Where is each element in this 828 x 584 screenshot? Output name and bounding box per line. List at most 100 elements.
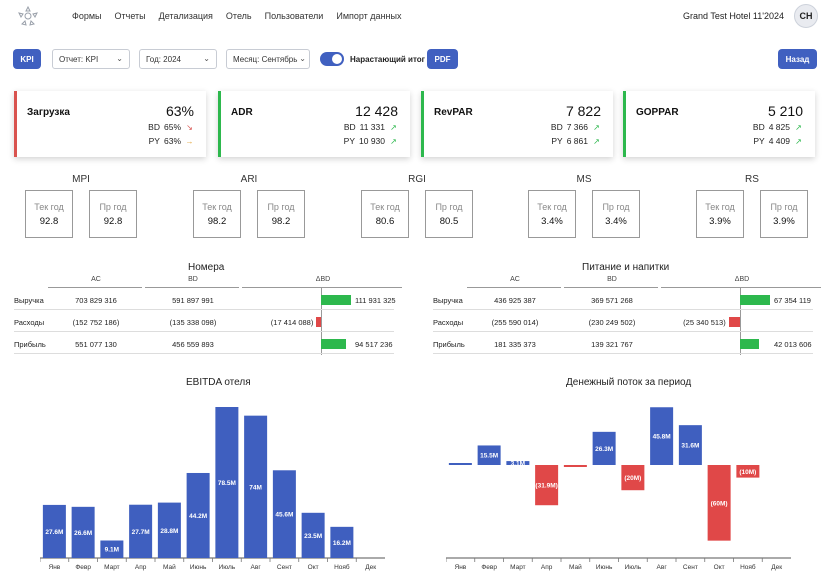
bar-data-label: 27.7M: [132, 529, 150, 536]
report-select[interactable]: Отчет: KPI ⌄: [52, 49, 130, 69]
x-tick-label: Июнь: [596, 564, 613, 571]
year-select[interactable]: Год: 2024 ⌄: [139, 49, 217, 69]
kpi-bd-value: 4 825: [768, 122, 790, 132]
x-tick-label: Дек: [365, 564, 376, 571]
ac-cell: 181 335 373: [494, 340, 536, 349]
ebitda-chart: Янв 27.6M Февр 26.6M Март 9.1M Апр 27.7M Май 28.8…: [40, 407, 385, 571]
cashflow-chart: Янв Февр 15.5M Март 3.1M Апр (31.9M) Май Июнь 26.…: [446, 407, 791, 571]
ac-cell: 436 925 387: [494, 296, 536, 305]
header-divider: [48, 287, 142, 288]
index-prev-value: 92.8: [103, 216, 123, 227]
kpi-bd-label: BD: [343, 122, 356, 132]
bd-cell: (135 338 098): [169, 318, 217, 327]
bar[interactable]: [707, 465, 731, 541]
index-cur-label: Тек год: [370, 202, 400, 212]
ebitda-chart-title: EBITDA отеля: [186, 377, 251, 388]
kpi-py-row: PY 4 409 ↗: [753, 136, 803, 146]
delta-value: (17 414 088): [270, 318, 314, 327]
kpi-card[interactable]: GOPPAR 5 210 BD 4 825 ↗ PY 4 409 ↗: [623, 91, 815, 157]
kpi-bd-row: BD 65% ↘: [148, 122, 194, 132]
index-cur-box: Тек год 3.4%: [528, 190, 576, 238]
positive-delta-bar: [740, 295, 770, 305]
back-button[interactable]: Назад: [778, 49, 817, 69]
bd-cell: 591 897 991: [172, 296, 214, 305]
bar[interactable]: [621, 465, 645, 491]
bar[interactable]: [157, 502, 181, 558]
hotel-name[interactable]: Grand Test Hotel 11'2024: [683, 11, 784, 21]
bar[interactable]: [678, 425, 702, 465]
ac-cell: (255 590 014): [491, 318, 539, 327]
nav-item-reports[interactable]: Отчеты: [114, 11, 146, 21]
bar[interactable]: [448, 463, 472, 465]
trend-arrow-icon: ↗: [795, 136, 802, 146]
positive-delta-bar: [740, 339, 759, 349]
x-tick-label: Авг: [657, 564, 668, 571]
x-tick-label: Февр: [75, 564, 91, 571]
x-tick-label: Февр: [481, 564, 497, 571]
x-tick-label: Июль: [219, 564, 236, 571]
kpi-button[interactable]: KPI: [13, 49, 41, 69]
kpi-py-row: PY 63% →: [149, 136, 194, 146]
pdf-button[interactable]: PDF: [427, 49, 458, 69]
month-select-value: Месяц: Сентябрь: [233, 54, 298, 64]
positive-delta-bar: [321, 339, 347, 349]
chevron-down-icon: ⌄: [203, 54, 210, 63]
column-header: BD: [607, 276, 617, 283]
kpi-card[interactable]: RevPAR 7 822 BD 7 366 ↗ PY 6 861 ↗: [421, 91, 613, 157]
nav-item-hotel[interactable]: Отель: [225, 11, 252, 21]
trend-arrow-icon: ↗: [593, 122, 600, 132]
positive-delta-bar: [321, 295, 351, 305]
kpi-bd-label: BD: [148, 122, 160, 132]
bar[interactable]: [186, 472, 210, 558]
bar[interactable]: [301, 512, 325, 558]
kpi-card[interactable]: ADR 12 428 BD 11 331 ↗ PY 10 930 ↗: [218, 91, 410, 157]
ac-cell: 703 829 316: [75, 296, 117, 305]
bar[interactable]: [100, 540, 124, 558]
bar-data-label: 45.8M: [653, 434, 671, 441]
index-prev-label: Пр год: [435, 202, 463, 212]
month-select[interactable]: Месяц: Сентябрь ⌄: [226, 49, 310, 69]
row-divider: [433, 353, 813, 354]
user-avatar[interactable]: CH: [794, 4, 818, 28]
x-tick-label: Авг: [251, 564, 262, 571]
bar-data-label: (20M): [624, 475, 641, 482]
bar[interactable]: [535, 465, 559, 506]
bar[interactable]: [506, 461, 530, 465]
bar[interactable]: [650, 407, 674, 465]
index-cur-label: Тек год: [34, 202, 64, 212]
index-prev-label: Пр год: [602, 202, 630, 212]
kpi-bd-row: BD 11 331 ↗: [344, 122, 398, 132]
bar[interactable]: [71, 506, 95, 558]
main-menu: Формы Отчеты Детализация Отель Пользоват…: [72, 11, 401, 21]
bar[interactable]: [330, 526, 354, 558]
nav-item-forms[interactable]: Формы: [72, 11, 102, 21]
index-cur-box: Тек год 3.9%: [696, 190, 744, 238]
bar[interactable]: [592, 431, 616, 465]
bar[interactable]: [563, 465, 587, 467]
kpi-py-label: PY: [148, 136, 160, 146]
bar[interactable]: [42, 504, 66, 558]
bar[interactable]: [129, 504, 153, 558]
header-divider: [242, 287, 402, 288]
index-cur-value: 98.2: [207, 216, 227, 227]
kpi-card[interactable]: Загрузка 63% BD 65% ↘ PY 63% →: [14, 91, 206, 157]
hotel-logo-icon[interactable]: [16, 5, 40, 27]
x-tick-label: Нояб: [334, 563, 350, 571]
nav-item-details[interactable]: Детализация: [158, 11, 213, 21]
bar-data-label: 78.5M: [218, 480, 236, 487]
index-prev-box: Пр год 98.2: [257, 190, 305, 238]
index-prev-value: 98.2: [271, 216, 291, 227]
bar[interactable]: [215, 407, 239, 558]
row-label: Выручка: [14, 296, 44, 305]
row-label: Выручка: [433, 296, 463, 305]
nav-item-users[interactable]: Пользователи: [264, 11, 324, 21]
ac-cell: (152 752 186): [72, 318, 120, 327]
bar[interactable]: [244, 415, 268, 558]
nav-item-import[interactable]: Импорт данных: [336, 11, 402, 21]
index-prev-label: Пр год: [99, 202, 127, 212]
header-divider: [467, 287, 561, 288]
bar[interactable]: [477, 445, 501, 465]
cumulative-toggle[interactable]: [320, 52, 344, 66]
bar[interactable]: [272, 470, 296, 558]
bar[interactable]: [736, 465, 760, 478]
